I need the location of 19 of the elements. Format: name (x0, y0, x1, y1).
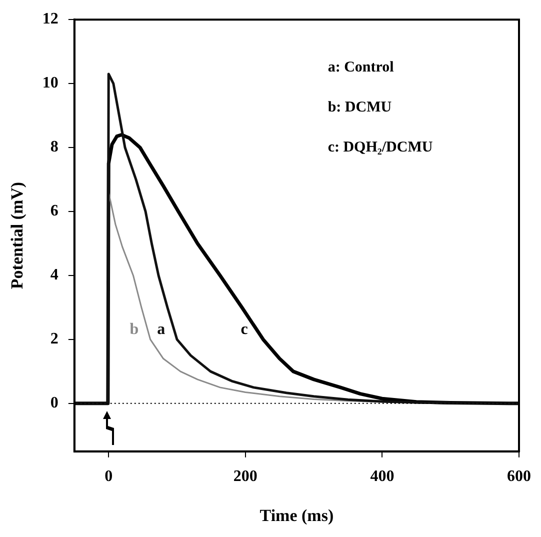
y-tick-label: 6 (50, 202, 58, 220)
x-tick-label: 600 (507, 468, 531, 486)
series-label: c (240, 320, 248, 338)
x-tick-label: 200 (233, 468, 258, 486)
y-tick-label: 0 (50, 394, 58, 412)
y-tick-label: 2 (50, 330, 58, 348)
annotation: b: DCMU (328, 99, 392, 116)
y-tick-label: 8 (50, 138, 58, 156)
series-label: b (130, 320, 139, 338)
y-axis-title: Potential (mV) (8, 182, 27, 290)
annotation: a: Control (328, 59, 394, 76)
x-tick-label: 0 (104, 468, 113, 486)
x-tick-label: 400 (370, 468, 394, 486)
series-label: a (157, 320, 166, 338)
y-tick-label: 10 (42, 74, 58, 92)
y-tick-label: 12 (42, 10, 58, 28)
x-axis-title: Time (ms) (260, 506, 334, 526)
y-tick-label: 4 (50, 266, 58, 284)
annotation: c: DQH₂/DCMU (328, 139, 433, 156)
